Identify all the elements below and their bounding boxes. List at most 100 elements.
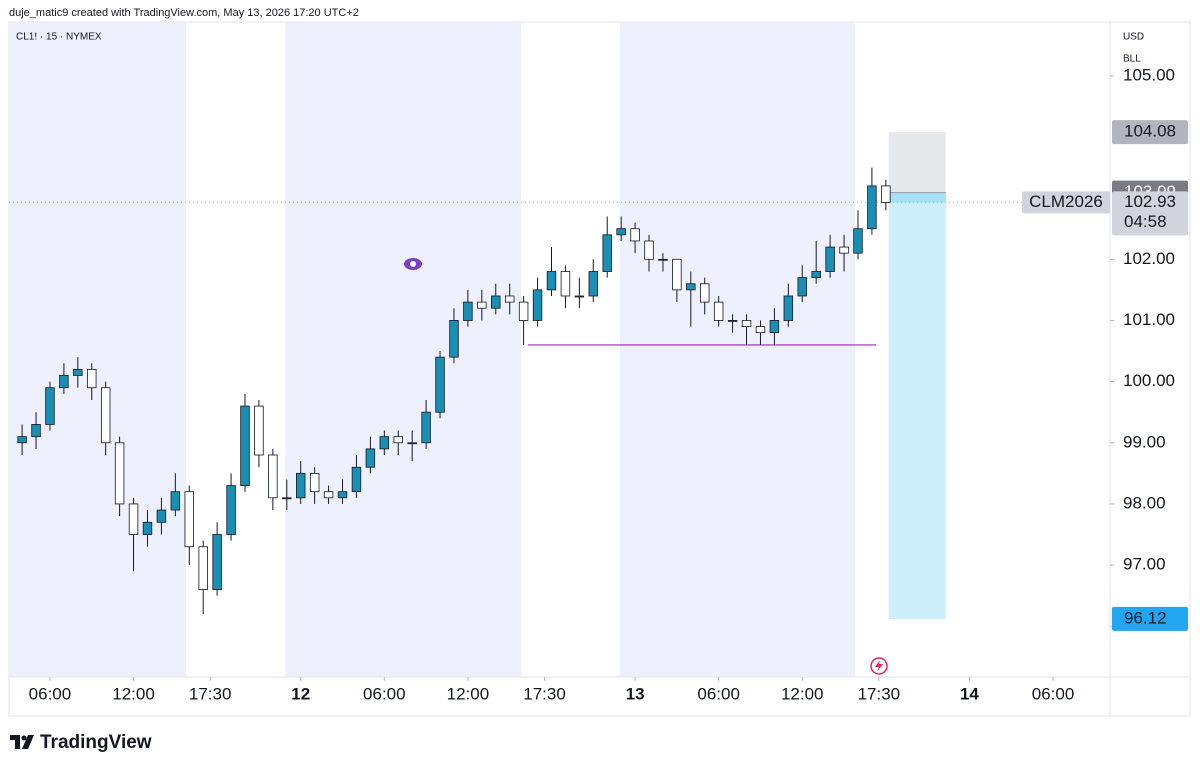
candle-body bbox=[45, 387, 55, 425]
candle-body bbox=[546, 271, 557, 291]
candle-body bbox=[254, 405, 264, 456]
candle bbox=[435, 351, 445, 419]
candle-body bbox=[226, 485, 236, 535]
candle-body bbox=[630, 228, 640, 242]
symbol-tag-bg bbox=[1022, 191, 1110, 214]
session-band bbox=[620, 22, 855, 677]
candle-body bbox=[518, 301, 529, 321]
candle bbox=[407, 430, 417, 462]
candle-body bbox=[700, 283, 710, 303]
candle bbox=[142, 510, 153, 547]
candle-body bbox=[574, 295, 585, 298]
candle bbox=[713, 295, 724, 327]
candle bbox=[546, 247, 557, 296]
candle-body bbox=[184, 491, 194, 548]
candle bbox=[797, 265, 807, 303]
x-tick-label: 12:00 bbox=[112, 684, 155, 703]
candle bbox=[170, 473, 181, 517]
y-tick-label: 101.00 bbox=[1123, 310, 1175, 329]
candle bbox=[491, 283, 501, 315]
candle bbox=[282, 479, 292, 511]
candle bbox=[518, 295, 529, 345]
candle-body bbox=[393, 436, 403, 444]
x-tick-label: 17:30 bbox=[523, 684, 566, 703]
candle bbox=[616, 216, 626, 241]
candle bbox=[574, 277, 585, 309]
symbol-tag: CLM2026 bbox=[1029, 192, 1103, 211]
candle-body bbox=[212, 534, 222, 590]
candle bbox=[128, 497, 139, 572]
candle-body bbox=[379, 436, 390, 450]
candle-body bbox=[867, 185, 877, 230]
candle-body bbox=[296, 472, 306, 499]
candle-body bbox=[17, 436, 27, 444]
symbol-title: CL1! · 15 · NYMEX bbox=[16, 32, 102, 43]
frame bbox=[8, 21, 1191, 717]
candle-body bbox=[839, 246, 849, 254]
candle bbox=[184, 485, 194, 566]
candle-body bbox=[282, 497, 292, 500]
candle bbox=[769, 308, 780, 345]
candle bbox=[198, 540, 208, 615]
candle bbox=[156, 497, 167, 535]
candle-body bbox=[87, 368, 97, 389]
candle bbox=[853, 210, 863, 260]
candle bbox=[268, 448, 278, 511]
candle-body bbox=[114, 442, 125, 505]
candle bbox=[700, 277, 710, 315]
x-tick-label: 06:00 bbox=[29, 684, 72, 703]
x-tick-label: 17:30 bbox=[189, 684, 232, 703]
x-tick-label: 13 bbox=[626, 684, 645, 703]
candle-body bbox=[769, 320, 780, 334]
candle-body bbox=[491, 295, 501, 309]
candle bbox=[727, 314, 738, 333]
x-tick-label: 12 bbox=[291, 684, 310, 703]
eye-icon[interactable] bbox=[404, 258, 422, 270]
stop-label-bg bbox=[1112, 120, 1188, 145]
candle bbox=[463, 289, 473, 327]
stop-label: 104.08 bbox=[1124, 122, 1176, 141]
candle-body bbox=[268, 454, 278, 499]
candle bbox=[351, 454, 362, 498]
candle-body bbox=[727, 320, 738, 322]
candle bbox=[309, 467, 320, 504]
candle bbox=[114, 436, 125, 517]
candle bbox=[644, 234, 654, 272]
candle bbox=[560, 265, 571, 309]
brand-logo bbox=[10, 735, 34, 749]
candle bbox=[296, 461, 306, 504]
candle-body bbox=[672, 258, 682, 291]
x-tick-label: 06:00 bbox=[697, 684, 740, 703]
candle-body bbox=[477, 301, 487, 309]
candle-body bbox=[713, 301, 724, 321]
candle bbox=[323, 485, 334, 504]
y-tick-label: 105.00 bbox=[1123, 65, 1175, 84]
candle bbox=[100, 381, 111, 455]
candle-body bbox=[142, 521, 153, 535]
candle-body bbox=[407, 442, 417, 445]
candle bbox=[254, 399, 264, 468]
candle-body bbox=[365, 448, 376, 468]
candle-body bbox=[463, 301, 473, 321]
x-tick-label: 12:00 bbox=[447, 684, 490, 703]
candle-body bbox=[686, 283, 696, 291]
candle-body bbox=[323, 491, 334, 499]
target-label-bg bbox=[1112, 606, 1188, 631]
candle bbox=[602, 216, 612, 278]
candle-body bbox=[644, 240, 654, 260]
stop-zone bbox=[888, 132, 946, 193]
candle-body bbox=[602, 234, 612, 272]
candle-body bbox=[128, 503, 139, 535]
last-price-bg bbox=[1112, 191, 1188, 236]
candle-body bbox=[825, 246, 835, 272]
unit: BLL bbox=[1123, 54, 1141, 65]
y-tick-label: 102.00 bbox=[1123, 249, 1175, 268]
candle-body bbox=[240, 405, 250, 486]
y-tick-label: 100.00 bbox=[1123, 371, 1175, 390]
alert-icon[interactable] bbox=[870, 657, 888, 675]
candle bbox=[839, 234, 849, 272]
candle bbox=[365, 436, 376, 474]
candle bbox=[881, 179, 891, 211]
candle-body bbox=[797, 277, 807, 297]
